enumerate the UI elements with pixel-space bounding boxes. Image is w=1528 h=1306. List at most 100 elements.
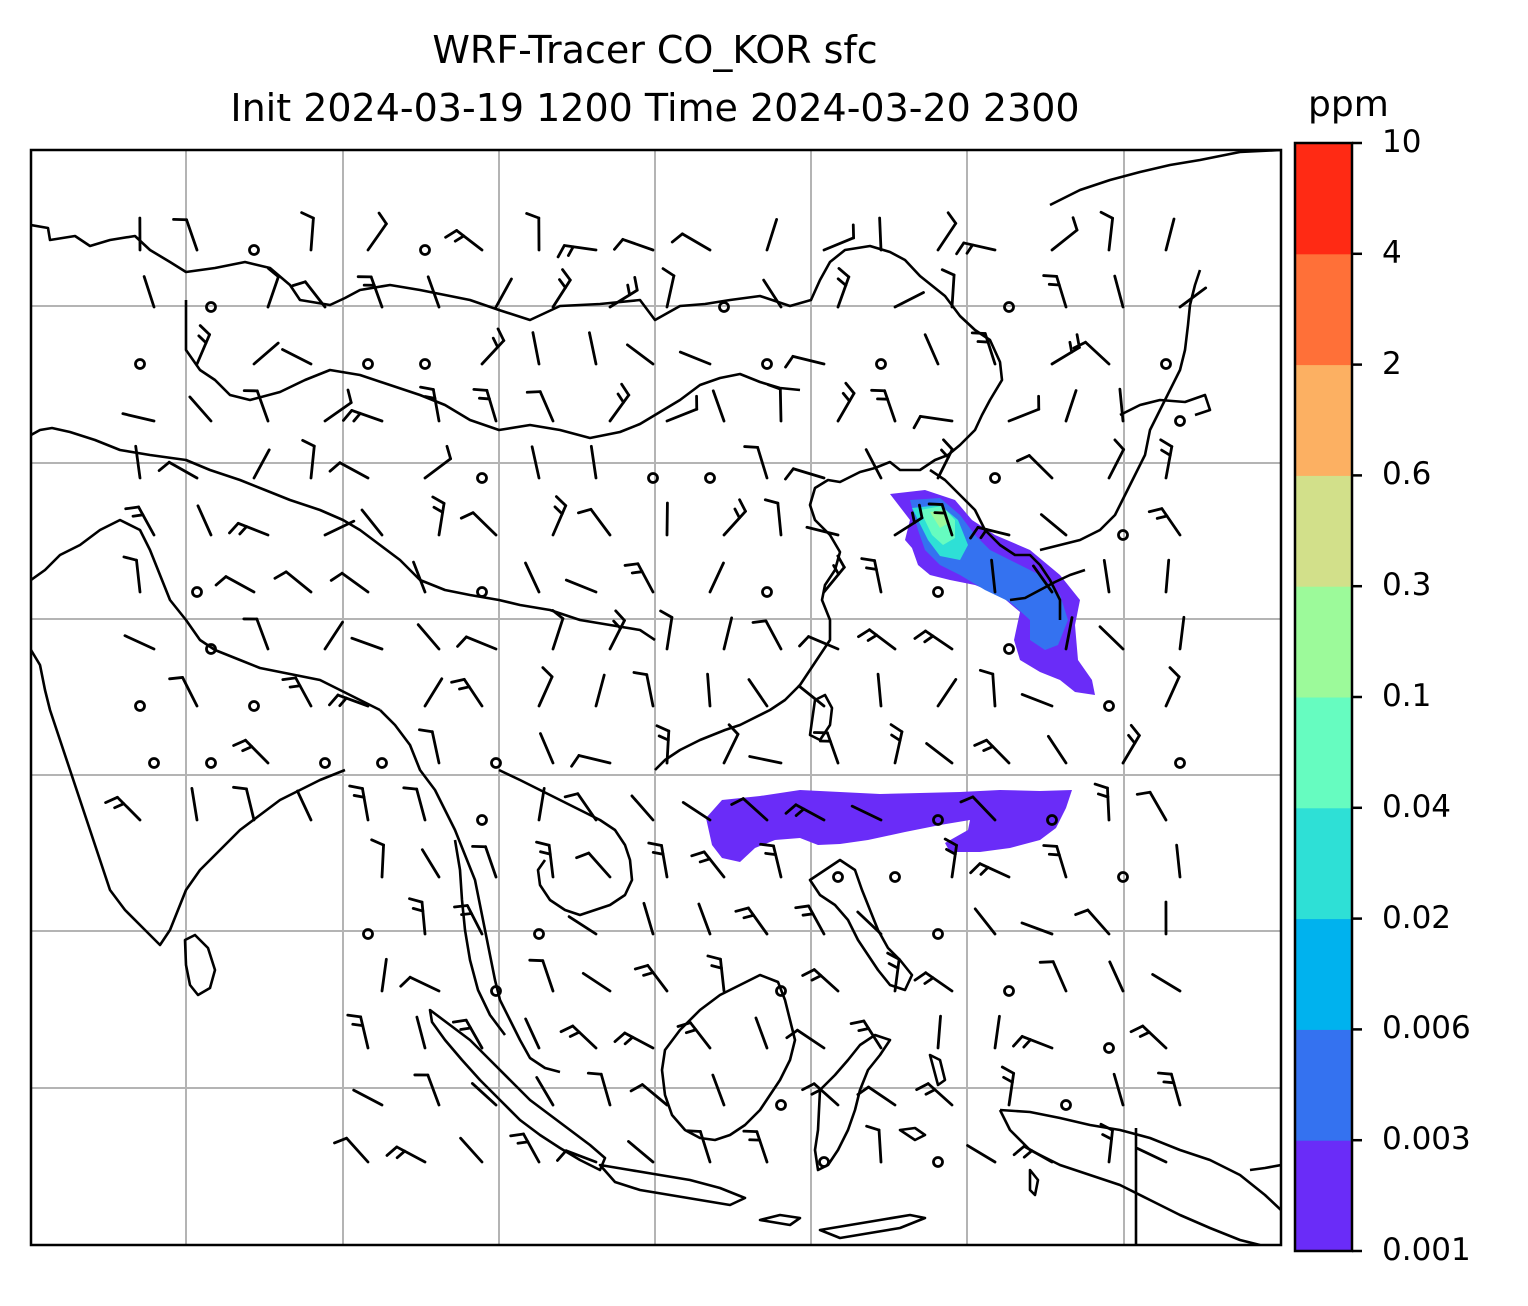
calm-circle: [1117, 529, 1129, 541]
wind-barb: [291, 280, 327, 309]
wind-barb: [678, 350, 712, 366]
coastline-segment: [1119, 393, 1212, 417]
wind-barb: [632, 671, 655, 708]
wind-barb: [535, 1076, 555, 1107]
wind-barb: [630, 794, 655, 822]
wind-barb: [451, 1018, 484, 1050]
wind-barb: [380, 957, 388, 993]
wind-barb: [426, 275, 441, 309]
coastline-segment: [31, 649, 346, 947]
wind-barb: [188, 395, 213, 423]
wind-barb: [1046, 734, 1068, 765]
coastline-segment: [813, 1033, 892, 1172]
wind-barb: [342, 409, 384, 423]
colorbar-segment: [1295, 364, 1352, 476]
wind-barb: [676, 1021, 712, 1050]
calm-circle: [761, 586, 773, 598]
wind-barb: [232, 738, 270, 765]
calm-circle: [775, 1099, 787, 1111]
wind-barb: [978, 668, 997, 708]
wind-barb: [798, 635, 840, 651]
wind-barb: [940, 268, 956, 309]
wind-barb: [1164, 217, 1176, 252]
calm-circle: [362, 928, 374, 940]
wind-barb: [763, 498, 783, 537]
colorbar-segment: [1295, 807, 1352, 920]
wind-barb: [1118, 387, 1125, 423]
coastline-segment: [928, 1053, 947, 1087]
wind-barb: [168, 676, 199, 708]
wind-barb: [955, 241, 997, 256]
wind-barb: [608, 276, 639, 309]
wind-barb: [915, 1082, 954, 1107]
wind-barb: [588, 331, 598, 366]
wind-barb: [524, 1017, 541, 1050]
wind-barb: [927, 502, 954, 537]
calm-circle: [376, 757, 388, 769]
wind-barb: [252, 341, 280, 366]
calm-circle: [191, 586, 203, 598]
wind-barb: [356, 275, 384, 309]
colorbar-segment: [1295, 586, 1352, 698]
wind-barb: [1020, 692, 1054, 708]
calm-circle: [1103, 1042, 1115, 1054]
calm-circle: [1003, 301, 1015, 313]
wind-barb: [973, 907, 997, 936]
wind-barb: [608, 382, 631, 423]
calm-circle: [419, 358, 431, 370]
wind-barb: [893, 291, 925, 309]
wind-barb: [594, 673, 606, 708]
wind-barb: [734, 906, 769, 936]
calm-circle: [889, 871, 901, 883]
wind-barb: [408, 897, 427, 936]
calm-circle: [1174, 757, 1186, 769]
wind-barb: [323, 519, 356, 537]
wind-barb: [323, 620, 344, 651]
calm-circle: [1046, 814, 1058, 826]
wind-barb: [936, 438, 954, 480]
wind-barb: [623, 562, 655, 594]
wind-barb: [801, 968, 840, 993]
map-title-line1: WRF-Tracer CO_KOR sfc: [432, 28, 878, 72]
wind-barb: [531, 331, 541, 366]
wind-barb: [551, 609, 565, 651]
wind-barb: [423, 677, 444, 708]
wind-barb: [850, 804, 883, 822]
wind-barb: [1012, 1035, 1054, 1050]
wind-barb: [936, 678, 958, 708]
wind-barb: [836, 381, 856, 423]
wind-barb: [431, 495, 446, 537]
wind-barb: [876, 672, 883, 708]
wind-barb: [352, 1088, 384, 1107]
wind-barb: [913, 629, 954, 651]
wind-barb: [886, 951, 901, 993]
wind-barb: [959, 795, 997, 822]
wind-barb: [525, 390, 555, 423]
wind-barb: [661, 267, 676, 309]
wind-barb: [418, 728, 441, 765]
wind-barb: [1151, 973, 1182, 993]
calm-circle: [1160, 358, 1172, 370]
wind-barb: [722, 498, 747, 537]
calm-circle: [1103, 700, 1115, 712]
wind-barb: [563, 792, 598, 822]
wind-barb: [577, 507, 612, 537]
wind-barb: [785, 1028, 826, 1050]
wind-barb: [123, 634, 156, 651]
wind-barb: [1042, 844, 1068, 879]
wind-barb: [1020, 921, 1054, 936]
wind-barb: [104, 795, 142, 822]
wind-barb: [323, 388, 353, 423]
plume-area: [706, 790, 1072, 862]
wind-barb: [1108, 960, 1125, 993]
colorbar-tick-label: 0.001: [1382, 1232, 1471, 1268]
wind-barb: [575, 851, 612, 879]
wind-barb: [228, 521, 270, 537]
wind-barb: [385, 1145, 427, 1164]
wind-barb: [1178, 286, 1208, 309]
wind-barb: [913, 971, 954, 993]
wind-barb: [697, 902, 712, 936]
calm-circle: [1174, 415, 1186, 427]
wind-barb: [1007, 394, 1041, 423]
calm-circle: [148, 757, 160, 769]
